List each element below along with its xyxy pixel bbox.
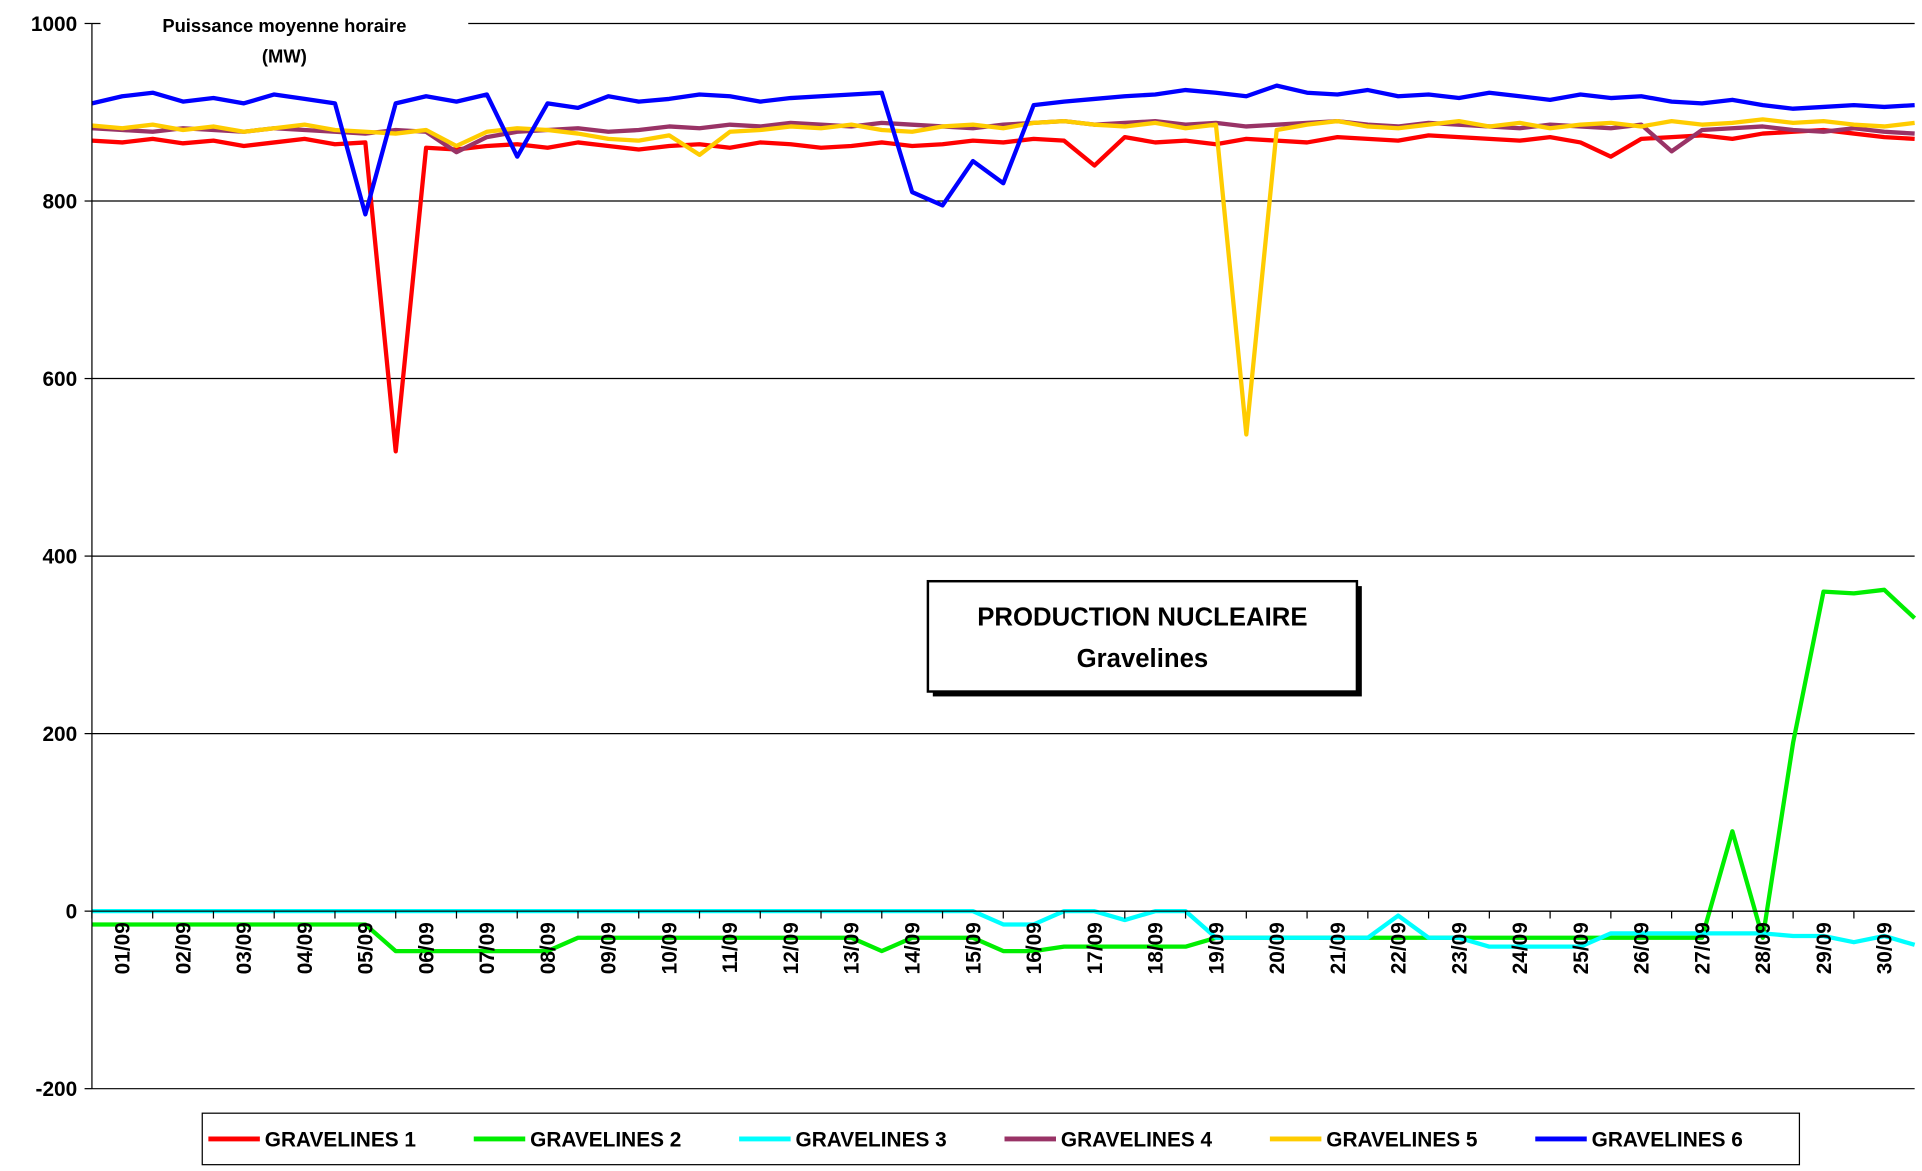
- x-tick-label: 10/09: [658, 922, 681, 974]
- x-tick-label: 16/09: [1023, 922, 1046, 974]
- legend-label: GRAVELINES 5: [1326, 1128, 1477, 1151]
- x-tick-label: 15/09: [962, 922, 985, 974]
- x-tick-label: 06/09: [415, 922, 438, 974]
- x-tick-label: 18/09: [1145, 922, 1168, 974]
- x-tick-label: 08/09: [537, 922, 560, 974]
- legend-label: GRAVELINES 2: [530, 1128, 681, 1151]
- x-tick-label: 14/09: [902, 922, 925, 974]
- legend-label: GRAVELINES 4: [1061, 1128, 1213, 1151]
- x-tick-label: 19/09: [1205, 922, 1228, 974]
- series-line: [91, 117, 1915, 437]
- y-tick-label: 800: [42, 190, 77, 213]
- y-label-bg: [100, 10, 469, 37]
- legend: GRAVELINES 1 GRAVELINES 2 GRAVELINES 3 GRAV…: [208, 1128, 1743, 1151]
- x-tick-label: 11/09: [719, 922, 742, 973]
- axes: -200 0 200 400 600 800 1000 01/09 02/09 03/09 04/0…: [31, 13, 1915, 1101]
- x-tick-label: 28/09: [1752, 922, 1775, 974]
- series-line: [91, 587, 1917, 954]
- chart-title: Gravelines: [1077, 645, 1209, 673]
- x-tick-label: 05/09: [355, 922, 378, 974]
- x-tick-label: 26/09: [1631, 922, 1654, 974]
- series-line: [91, 83, 1915, 217]
- x-tick-label: 25/09: [1570, 922, 1593, 974]
- chart-title: PRODUCTION NUCLEAIRE: [977, 603, 1307, 631]
- x-tick-label: 23/09: [1448, 922, 1471, 974]
- x-tick-label: 09/09: [598, 922, 621, 974]
- series-line: [91, 118, 1915, 155]
- legend-label: GRAVELINES 3: [796, 1128, 947, 1151]
- title-box: [926, 579, 1359, 693]
- x-tick-label: 30/09: [1874, 922, 1897, 974]
- y-tick-label: 200: [42, 723, 77, 746]
- y-tick-label: 1000: [31, 13, 77, 36]
- y-label: (MW): [262, 46, 307, 67]
- series-line: [91, 127, 1915, 454]
- y-tick-label: 400: [42, 545, 77, 568]
- x-tick-label: 22/09: [1388, 922, 1411, 974]
- y-tick-label: 0: [66, 900, 78, 923]
- legend-label: GRAVELINES 6: [1592, 1128, 1743, 1151]
- legend-box: [201, 1112, 1801, 1166]
- x-tick-label: 20/09: [1266, 922, 1289, 974]
- x-tick-label: 03/09: [233, 922, 256, 974]
- x-tick-label: 01/09: [112, 922, 135, 974]
- x-tick-label: 21/09: [1327, 922, 1350, 974]
- lines: [91, 83, 1917, 954]
- x-tick-label: 04/09: [294, 922, 317, 974]
- legend-label: GRAVELINES 1: [265, 1128, 416, 1151]
- y-tick-label: 600: [42, 368, 77, 391]
- x-tick-label: 27/09: [1691, 922, 1714, 974]
- x-tick-label: 29/09: [1813, 922, 1836, 974]
- y-tick-label: -200: [36, 1078, 78, 1101]
- x-tick-label: 17/09: [1084, 922, 1107, 974]
- y-label: Puissance moyenne horaire: [162, 15, 406, 36]
- x-tick-label: 02/09: [172, 922, 195, 974]
- x-tick-label: 24/09: [1509, 922, 1532, 974]
- x-tick-label: 07/09: [476, 922, 499, 974]
- x-tick-label: 12/09: [780, 922, 803, 974]
- x-tick-label: 13/09: [841, 922, 864, 974]
